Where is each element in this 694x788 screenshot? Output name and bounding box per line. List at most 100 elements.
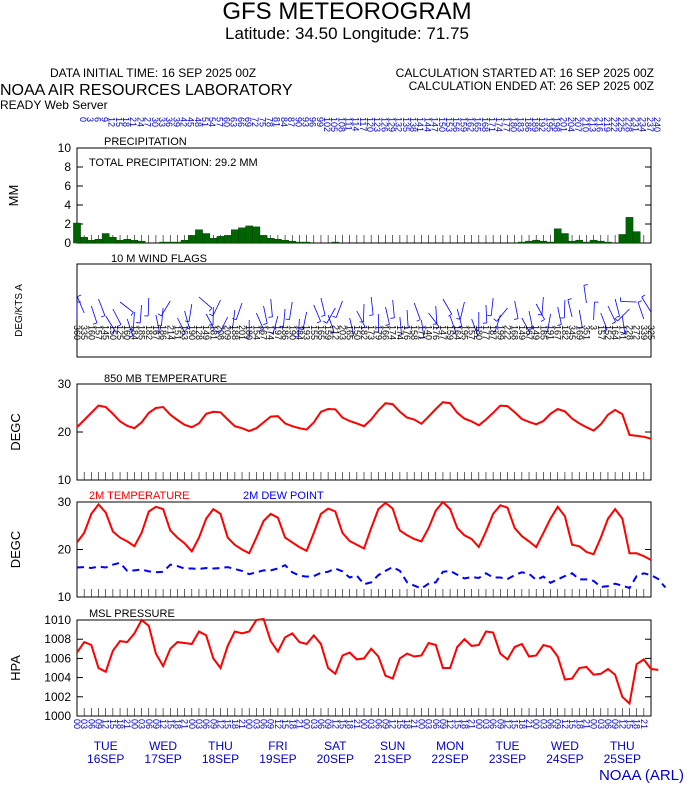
bottom-hour-label: 12	[330, 719, 340, 729]
forecast-hour-label: 114	[351, 117, 361, 131]
wind-barb	[496, 307, 508, 322]
wind-direction-label: 186	[280, 325, 290, 340]
precip-bar	[252, 226, 261, 244]
wind-direction-label: 176	[431, 325, 441, 340]
bottom-hour-label: 06	[259, 719, 269, 729]
forecast-hour-label: 156	[451, 117, 461, 132]
t2m-legend: 2M TEMPERATURE	[89, 490, 189, 502]
wind-barb-flag	[583, 284, 588, 286]
bottom-hour-label: 15	[510, 719, 520, 729]
forecast-hour-label: 105	[329, 117, 339, 132]
precip-bar	[582, 241, 591, 244]
day-date-label: 16SEP	[87, 752, 124, 766]
wind-barb-flag	[615, 315, 620, 318]
day-of-week-label: THU	[208, 739, 233, 753]
bottom-hour-label: 12	[101, 719, 111, 729]
wind-direction-label: 154	[251, 325, 261, 340]
forecast-hour-label: 231	[630, 117, 640, 132]
forecast-hour-label: 96	[308, 117, 318, 127]
y-tick-label: 20	[58, 425, 72, 439]
wind-barb	[406, 309, 409, 328]
wind-barb	[297, 318, 300, 337]
precip-bar	[245, 225, 253, 244]
wind-barb	[313, 304, 321, 322]
bottom-hour-label: 09	[266, 719, 276, 729]
bottom-hour-label: 06	[144, 719, 154, 729]
wind-barb	[98, 298, 106, 316]
wind-barb	[335, 300, 343, 318]
wind-barb	[126, 318, 134, 337]
wind-barb	[392, 299, 395, 318]
wind-barb	[327, 314, 335, 332]
bottom-hour-label: 09	[553, 719, 563, 729]
wind-direction-label: 181	[208, 325, 218, 340]
wind-direction-label: 197	[273, 325, 283, 340]
wind-direction-label: 167	[553, 325, 563, 340]
y-tick-label: 1002	[44, 690, 71, 704]
bottom-hour-label: 18	[459, 719, 469, 729]
wind-barb	[105, 315, 116, 331]
wind-barb-flag	[457, 325, 462, 328]
wind-barb	[621, 315, 626, 334]
forecast-hour-label: 171	[487, 117, 497, 132]
wind-barb-flag	[540, 319, 545, 322]
bottom-hour-label: 21	[581, 719, 591, 729]
precip-bar	[539, 240, 548, 244]
noaa-credit: NOAA (ARL)	[598, 767, 684, 784]
wind-direction-label: 335	[79, 325, 89, 340]
wind-direction-label: 188	[230, 325, 240, 340]
bottom-hour-label: 18	[230, 719, 240, 729]
precip-bar	[116, 239, 124, 244]
wind-barb	[578, 309, 583, 328]
bottom-hour-label: 21	[237, 719, 247, 729]
y-tick-label: 20	[58, 543, 72, 557]
forecast-hour-label: 177	[501, 117, 511, 132]
wind-barb	[449, 315, 457, 333]
wind-barb	[235, 302, 243, 320]
bottom-hour-label: 00	[302, 719, 312, 729]
wind-direction-label: 199	[495, 325, 505, 340]
forecast-hour-label: 39	[171, 117, 181, 127]
bottom-hour-label: 09	[438, 719, 448, 729]
wind-barb-flag	[157, 313, 162, 317]
forecast-hour-label: 129	[387, 117, 397, 132]
forecast-hour-label: 117	[358, 117, 368, 131]
forecast-hour-label: 75	[257, 117, 267, 127]
forecast-hour-label: 63	[229, 117, 239, 127]
wind-direction-label: 167	[259, 325, 269, 340]
forecast-hour-label: 201	[559, 117, 569, 132]
pressure-line	[76, 617, 659, 706]
forecast-hour-label: 132	[394, 117, 404, 132]
wind-barb-flag	[452, 332, 457, 335]
y-tick-label: 1004	[44, 671, 71, 685]
y-tick-label: 30	[58, 377, 72, 391]
wind-barb-flag	[184, 320, 190, 323]
wind-barb	[607, 305, 616, 323]
wind-barb-flag	[603, 329, 608, 332]
wind-barb-flag	[263, 323, 268, 325]
day-date-label: 22SEP	[431, 752, 468, 766]
forecast-hour-label: 12	[107, 117, 117, 127]
precip-bar	[532, 239, 540, 244]
wind-direction-label: 125	[115, 325, 125, 340]
wind-barb	[620, 300, 637, 303]
wind-direction-label: 185	[137, 325, 147, 340]
forecast-hour-label: 21	[128, 117, 138, 127]
wind-direction-label: 159	[323, 325, 333, 340]
wind-barb-flag	[543, 330, 548, 333]
forecast-hour-label: 165	[473, 117, 483, 132]
bottom-hour-label: 18	[402, 719, 412, 729]
calculation-started: CALCULATION STARTED AT: 16 SEP 2025 00Z	[395, 66, 654, 80]
wind-direction-label: 360	[72, 325, 82, 340]
wind-direction-label: 193	[302, 325, 312, 340]
wind-barb	[456, 308, 463, 327]
precip-bar	[159, 241, 167, 244]
wind-barb-flag	[637, 300, 642, 303]
bottom-hour-label: 15	[165, 719, 175, 729]
wind-direction-label: 174	[388, 325, 398, 340]
wind-title: 10 M WIND FLAGS	[111, 253, 207, 265]
forecast-hour-label: 210	[580, 117, 590, 132]
forecast-hour-label: 24	[135, 117, 145, 127]
wind-barb-flag	[298, 328, 304, 330]
bottom-hour-label: 09	[323, 719, 333, 729]
